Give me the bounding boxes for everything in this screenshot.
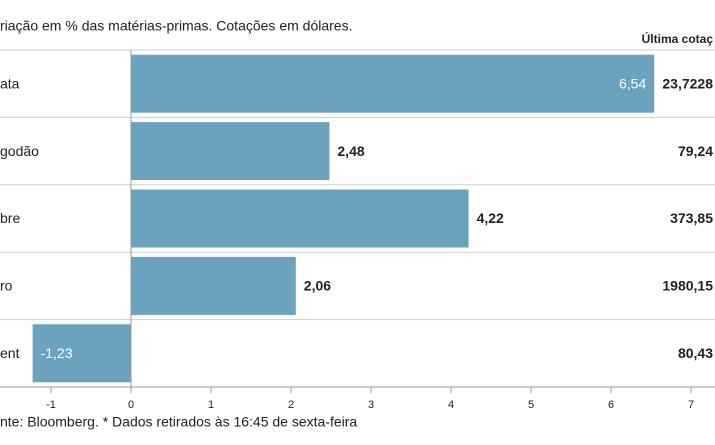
category-label: ent (0, 345, 20, 361)
column-header: Última cotaç (642, 31, 714, 46)
x-tick-label: -1 (46, 399, 56, 411)
category-label: godão (0, 143, 39, 159)
category-label: ro (0, 278, 13, 294)
last-quote: 373,85 (670, 210, 713, 226)
data-label: -1,23 (41, 345, 73, 361)
category-label: bre (0, 210, 20, 226)
category-label: ata (0, 75, 20, 91)
data-label: 6,54 (619, 75, 646, 91)
last-quote: 1980,15 (662, 278, 713, 294)
source-note: nte: Bloomberg. * Dados retirados às 16:… (0, 414, 357, 430)
bar (131, 54, 655, 113)
x-tick-label: 2 (288, 399, 294, 411)
bar (32, 324, 131, 383)
last-quote: 79,24 (678, 143, 713, 159)
x-tick-label: 5 (528, 399, 534, 411)
x-tick-label: 6 (608, 399, 614, 411)
x-tick-label: 7 (688, 399, 694, 411)
x-tick-label: 4 (448, 399, 454, 411)
last-quote: 23,7228 (662, 75, 713, 91)
bar (131, 122, 330, 181)
x-tick-label: 0 (128, 399, 134, 411)
data-label: 2,48 (337, 143, 364, 159)
x-tick-label: 3 (368, 399, 374, 411)
chart-title: riação em % das matérias-primas. Cotaçõe… (0, 18, 352, 34)
data-label: 4,22 (477, 210, 504, 226)
x-tick-label: 1 (208, 399, 214, 411)
bar (131, 189, 469, 248)
last-quote: 80,43 (678, 345, 713, 361)
data-label: 2,06 (304, 278, 331, 294)
bar (131, 256, 296, 315)
